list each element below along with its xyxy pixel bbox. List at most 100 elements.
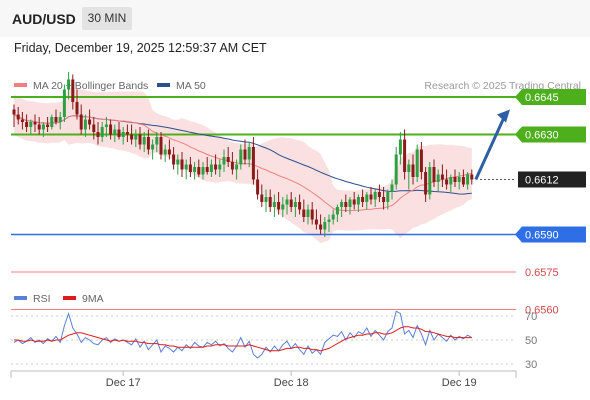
candle-body [155, 137, 159, 145]
candle-body [306, 209, 310, 217]
candle-body [373, 192, 377, 200]
candle-body [281, 204, 285, 210]
candle-body [226, 157, 230, 162]
rsi-series-9MA [14, 326, 472, 352]
candle-body [130, 134, 134, 140]
level-tag-0.6645 [515, 89, 586, 105]
candle-body [54, 117, 58, 122]
header-bar: AUD/USD 30 MIN [0, 0, 590, 37]
candle-body [92, 124, 96, 132]
candle-body [285, 199, 289, 205]
candle-body [117, 129, 121, 137]
candle-body [230, 162, 234, 170]
rsi-series-RSI [13, 310, 473, 359]
candle-body [163, 149, 167, 155]
candle-body [75, 102, 79, 115]
candle-body [142, 137, 146, 145]
legend-9ma: 9MA [63, 293, 104, 305]
level-tag-0.6590 [515, 226, 586, 243]
legend-ma50: MA 50 [157, 80, 206, 92]
candle-body [100, 127, 104, 137]
candle-body [12, 109, 16, 115]
candle-body [453, 177, 457, 182]
candle-body [46, 124, 50, 127]
candle-body [214, 164, 218, 170]
candle-body [445, 179, 449, 185]
candle-body [319, 224, 323, 230]
candle-body [25, 122, 29, 127]
candle-body [159, 137, 163, 155]
candle-body [260, 194, 264, 202]
candle-body [222, 157, 226, 165]
legend-rsi: RSI [14, 293, 51, 305]
candle-body [369, 194, 373, 200]
legend-swatch [63, 296, 76, 301]
legend-label: MA 20 + Bollinger Bands [33, 80, 149, 92]
legend-label: 9MA [82, 293, 104, 305]
level-label-0.6630: 0.6630 [525, 130, 559, 142]
candle-body [377, 192, 381, 197]
candle-body [151, 144, 155, 150]
level-label-0.6590: 0.6590 [525, 230, 559, 242]
candle-body [251, 147, 255, 180]
legend-label: MA 50 [176, 80, 206, 92]
x-tick-label: Dec 18 [274, 377, 309, 389]
candle-body [96, 132, 100, 137]
timeframe-badge[interactable]: 30 MIN [82, 7, 132, 30]
legend-swatch [157, 83, 170, 88]
candle-body [440, 174, 444, 180]
candle-body [37, 124, 41, 130]
candle-body [293, 202, 297, 207]
level-label-0.6575: 0.6575 [525, 267, 559, 279]
candle-body [428, 167, 432, 195]
candle-body [302, 209, 306, 217]
candle-body [50, 117, 54, 127]
candle-body [407, 164, 411, 172]
candle-body [361, 197, 365, 202]
candle-body [272, 202, 276, 207]
candle-body [466, 174, 470, 185]
candle-body [268, 197, 272, 207]
candle-body [390, 184, 394, 192]
last-price-label: 0.6612 [525, 175, 559, 187]
candle-body [58, 117, 62, 122]
ma20-line [13, 114, 472, 212]
candle-body [411, 164, 415, 177]
x-tick-label: Dec 19 [442, 377, 477, 389]
candle-body [239, 149, 243, 165]
rsi-tick-70: 70 [525, 311, 537, 323]
candle-body [62, 89, 66, 117]
candle-body [33, 122, 37, 125]
candle-body [277, 202, 281, 210]
legend-ma20-bollinger: MA 20 + Bollinger Bands [14, 80, 148, 92]
candle-body [344, 202, 348, 207]
candle-body [331, 214, 335, 220]
level-label-0.6560: 0.6560 [525, 305, 559, 317]
legend-label: RSI [33, 293, 51, 305]
forecast-arrow-shaft [474, 116, 506, 181]
candle-body [461, 177, 465, 185]
candle-body [415, 149, 419, 177]
candle-body [218, 164, 222, 170]
candle-body [327, 219, 331, 222]
candle-body [398, 139, 402, 155]
candle-body [470, 174, 474, 180]
candle-body [109, 124, 113, 135]
candle-body [235, 164, 239, 170]
candle-body [386, 192, 390, 202]
candle-body [323, 222, 327, 230]
candle-body [348, 199, 352, 207]
x-tick-label: Dec 17 [106, 377, 141, 389]
candle-body [289, 199, 293, 207]
candle-body [41, 124, 45, 130]
candle-body [146, 137, 150, 150]
candle-body [382, 197, 386, 202]
level-label-0.6645: 0.6645 [525, 92, 559, 104]
candle-body [264, 197, 268, 202]
candle-body [352, 199, 356, 205]
candle-body [335, 207, 339, 215]
candle-body [449, 177, 453, 185]
candle-body [88, 119, 92, 125]
instrument-title: AUD/USD [12, 11, 76, 27]
